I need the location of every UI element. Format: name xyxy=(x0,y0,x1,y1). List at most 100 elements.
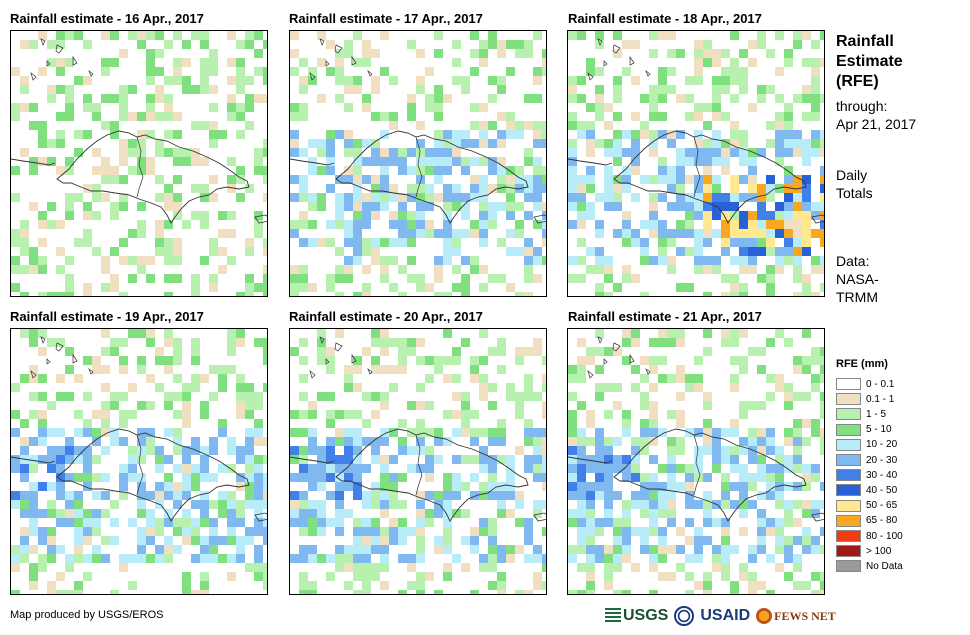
coastline xyxy=(568,456,613,464)
rainfall-cell xyxy=(694,76,703,85)
rainfall-cell xyxy=(191,184,200,193)
rainfall-cell xyxy=(461,283,470,292)
rainfall-cell xyxy=(11,545,20,554)
rainfall-cell xyxy=(685,590,694,594)
rainfall-cell xyxy=(56,220,65,229)
rainfall-cell xyxy=(335,265,344,274)
rainfall-cell xyxy=(784,58,793,67)
rainfall-cell xyxy=(542,58,546,67)
rainfall-cell xyxy=(533,157,542,166)
rainfall-cell xyxy=(344,482,353,491)
rainfall-cell xyxy=(47,581,56,590)
rainfall-cell xyxy=(703,292,712,296)
rainfall-cell xyxy=(434,545,443,554)
rainfall-cell xyxy=(155,94,164,103)
rainfall-cell xyxy=(146,536,155,545)
rainfall-cell xyxy=(29,374,38,383)
rainfall-cell xyxy=(595,392,604,401)
rainfall-cell xyxy=(775,482,784,491)
rainfall-cell xyxy=(380,428,389,437)
rainfall-cell xyxy=(488,40,497,49)
rainfall-cell xyxy=(820,365,824,374)
rainfall-cell xyxy=(155,238,164,247)
rainfall-cell xyxy=(568,112,577,121)
coastline xyxy=(415,136,423,198)
rainfall-cell xyxy=(470,184,479,193)
rainfall-cell xyxy=(146,554,155,563)
rainfall-cell xyxy=(506,229,515,238)
coastline xyxy=(55,44,64,54)
rainfall-cell xyxy=(533,500,542,509)
rainfall-cell xyxy=(299,473,308,482)
rainfall-cell xyxy=(470,265,479,274)
rainfall-cell xyxy=(218,464,227,473)
rainfall-cell xyxy=(362,58,371,67)
rainfall-cell xyxy=(577,437,586,446)
rainfall-cell xyxy=(658,527,667,536)
rainfall-cell xyxy=(164,40,173,49)
rainfall-cell xyxy=(173,130,182,139)
coastline xyxy=(309,72,316,81)
rainfall-cell xyxy=(793,554,802,563)
rainfall-cell xyxy=(721,572,730,581)
rainfall-cell xyxy=(254,49,263,58)
rainfall-cell xyxy=(326,419,335,428)
rainfall-cell xyxy=(775,112,784,121)
rainfall-cell xyxy=(811,256,820,265)
map-18 xyxy=(567,30,825,297)
rainfall-cell xyxy=(793,265,802,274)
rainfall-cell xyxy=(811,211,820,220)
rainfall-cell xyxy=(137,148,146,157)
rainfall-cell xyxy=(308,76,317,85)
rainfall-cell xyxy=(649,103,658,112)
rainfall-cell xyxy=(92,545,101,554)
rainfall-cell xyxy=(703,238,712,247)
rainfall-cell xyxy=(542,202,546,211)
rainfall-cell xyxy=(586,419,595,428)
rainfall-cell xyxy=(47,446,56,455)
rainfall-cell xyxy=(83,446,92,455)
rainfall-cell xyxy=(649,139,658,148)
rainfall-cell xyxy=(38,455,47,464)
rainfall-cell xyxy=(254,464,263,473)
rainfall-cell xyxy=(389,211,398,220)
rainfall-cell xyxy=(416,500,425,509)
rainfall-cell xyxy=(667,166,676,175)
rainfall-cell xyxy=(739,292,748,296)
rainfall-cell xyxy=(613,193,622,202)
rainfall-cell xyxy=(119,338,128,347)
rainfall-cell xyxy=(793,139,802,148)
rainfall-cell xyxy=(748,229,757,238)
rainfall-cell xyxy=(775,184,784,193)
rainfall-cell xyxy=(793,202,802,211)
rainfall-cell xyxy=(524,554,533,563)
rainfall-cell xyxy=(335,58,344,67)
rainfall-cell xyxy=(739,265,748,274)
rainfall-cell xyxy=(775,220,784,229)
rainfall-cell xyxy=(128,256,137,265)
rainfall-cell xyxy=(667,500,676,509)
rainfall-cell xyxy=(416,590,425,594)
rainfall-cell xyxy=(443,193,452,202)
rainfall-cell xyxy=(604,139,613,148)
rainfall-cell xyxy=(353,238,362,247)
rainfall-cell xyxy=(245,94,254,103)
rainfall-cell xyxy=(524,265,533,274)
rainfall-cell xyxy=(613,76,622,85)
rainfall-cell xyxy=(398,265,407,274)
rainfall-cell xyxy=(479,175,488,184)
rainfall-cell xyxy=(209,49,218,58)
rainfall-cell xyxy=(533,509,542,518)
rainfall-cell xyxy=(434,94,443,103)
rainfall-cell xyxy=(577,202,586,211)
rainfall-cell xyxy=(236,85,245,94)
rainfall-cell xyxy=(173,527,182,536)
rainfall-cell xyxy=(658,509,667,518)
rainfall-grid xyxy=(568,31,824,296)
rainfall-cell xyxy=(164,338,173,347)
rainfall-cell xyxy=(497,85,506,94)
rainfall-cell xyxy=(524,157,533,166)
rainfall-cell xyxy=(407,94,416,103)
rainfall-cell xyxy=(775,563,784,572)
rainfall-cell xyxy=(703,211,712,220)
